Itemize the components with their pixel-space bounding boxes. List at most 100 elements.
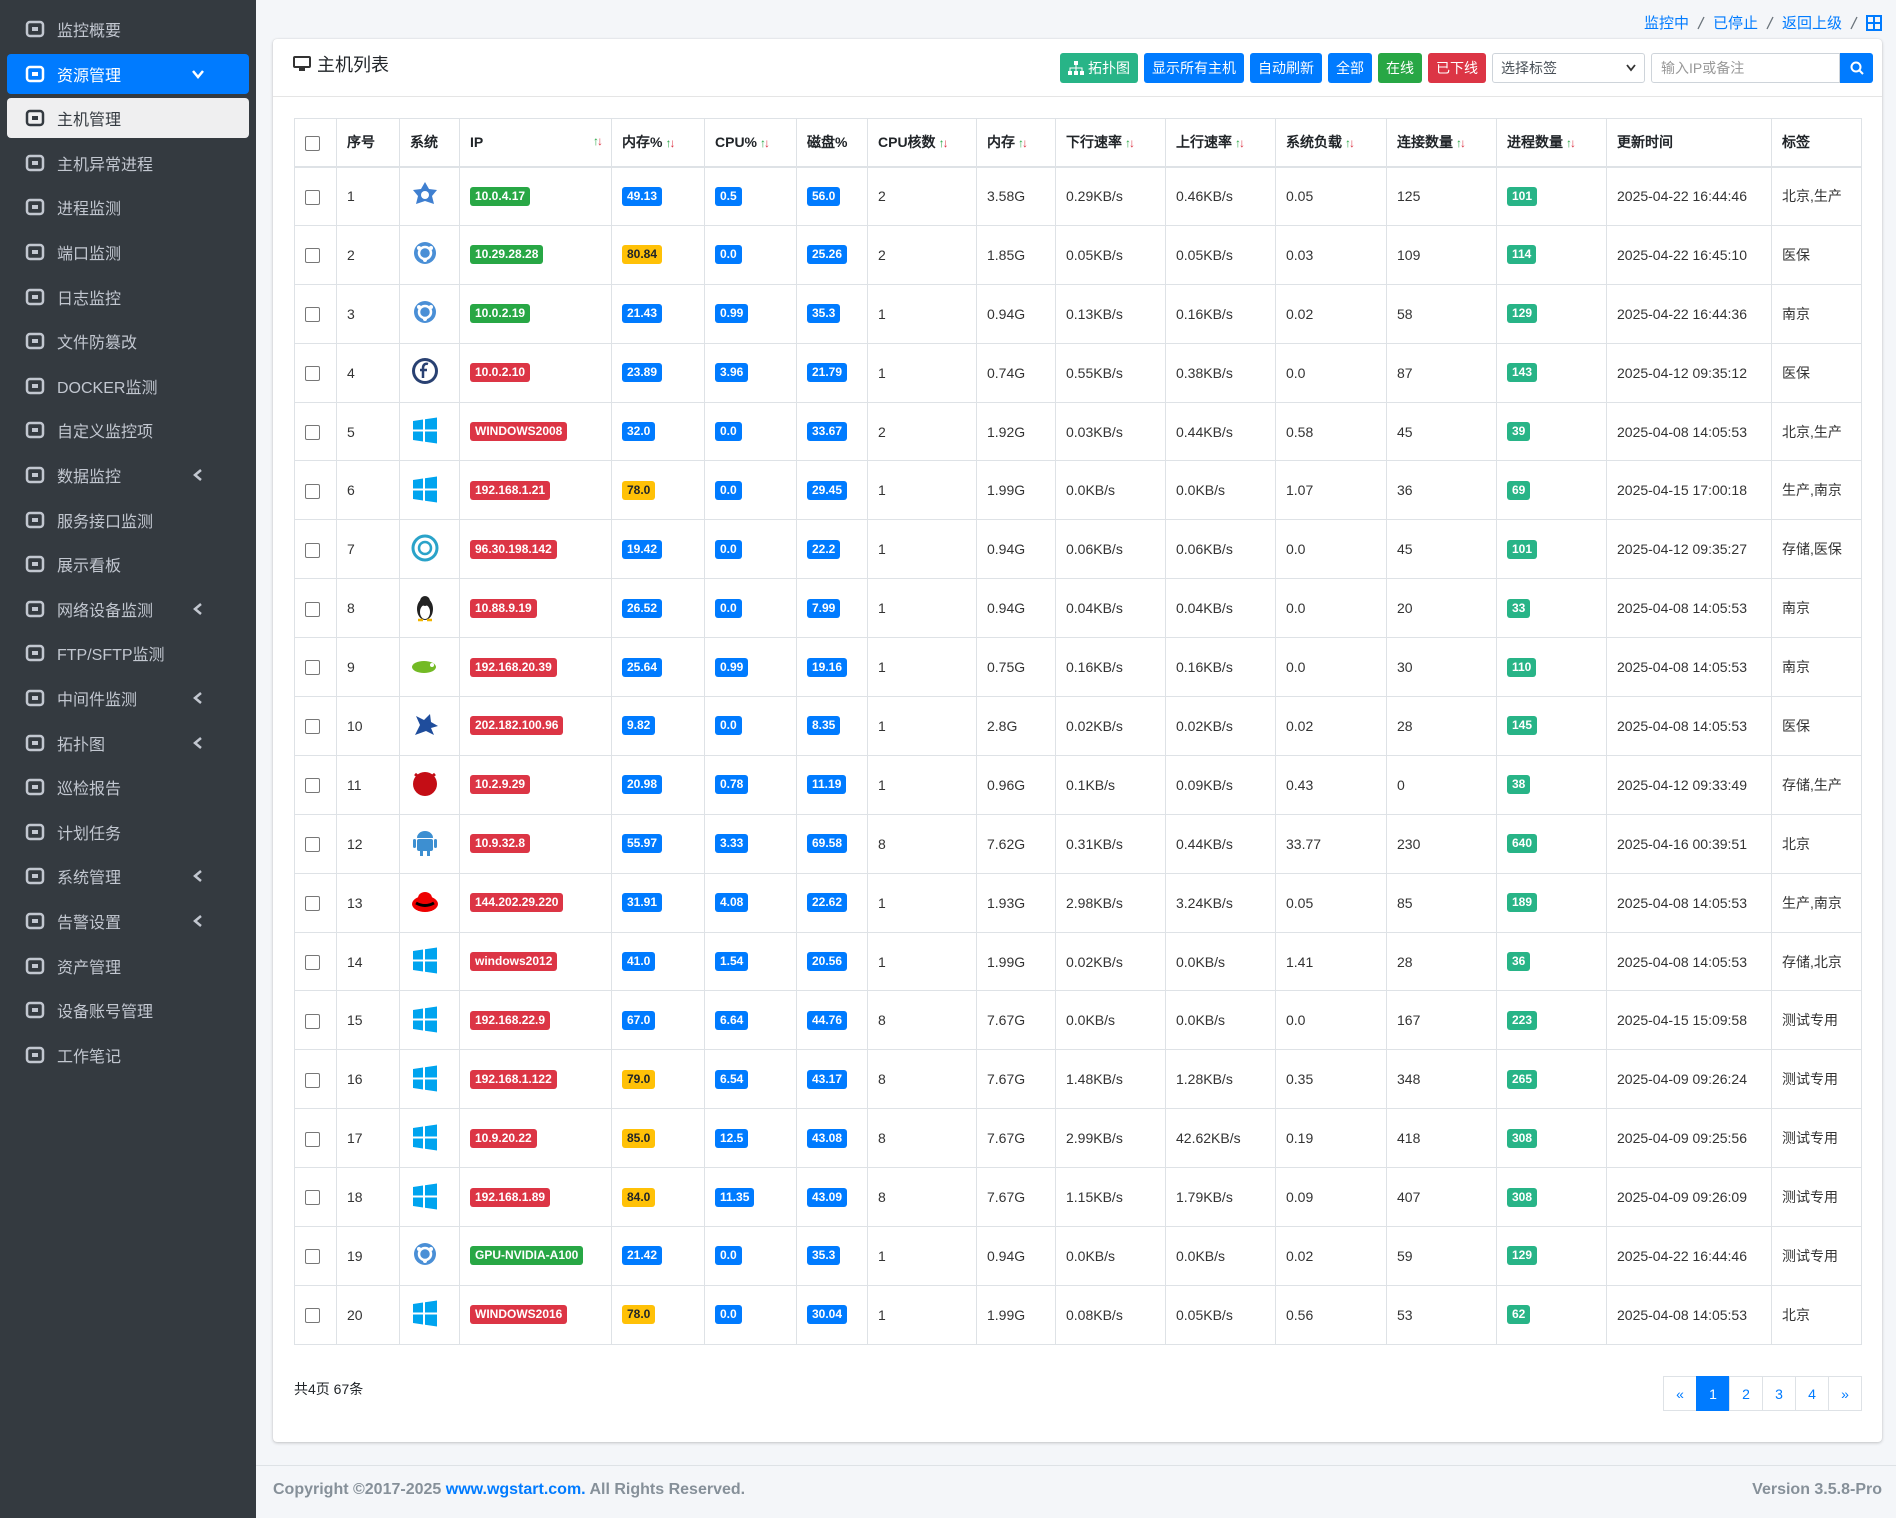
nav-item[interactable]: 数据监控 — [7, 455, 249, 495]
cell: 医保 — [1771, 342, 1862, 403]
cell: 0.0 — [1275, 519, 1387, 580]
nav-item[interactable]: DOCKER监测 — [7, 366, 249, 406]
cell: 0.35 — [1275, 1049, 1387, 1110]
nav-item[interactable]: 设备账号管理 — [7, 990, 249, 1030]
cell: 1.15KB/s — [1055, 1167, 1166, 1228]
nav-item[interactable]: 展示看板 — [7, 544, 249, 584]
page-button[interactable]: 1 — [1696, 1376, 1730, 1411]
checkbox[interactable] — [305, 189, 320, 205]
nav-item[interactable]: 工作笔记 — [7, 1035, 249, 1075]
tag-select[interactable]: 选择标签 — [1492, 53, 1645, 83]
page-button[interactable]: » — [1828, 1376, 1862, 1411]
nav-item[interactable]: 文件防篡改 — [7, 321, 249, 361]
checkbox[interactable] — [305, 1249, 320, 1265]
toolbar-button[interactable]: 全部 — [1328, 53, 1372, 83]
nav-item[interactable]: 中间件监测 — [7, 678, 249, 718]
sort-arrows[interactable]: ↑↓ — [593, 134, 603, 148]
nav-item[interactable]: FTP/SFTP监测 — [7, 633, 249, 673]
sort-arrows[interactable]: ↑↓ — [1125, 136, 1135, 150]
checkbox[interactable] — [305, 954, 320, 970]
sort-arrows[interactable]: ↑↓ — [1566, 136, 1576, 150]
breadcrumb-link[interactable]: 已停止 — [1712, 15, 1758, 32]
checkbox[interactable] — [305, 1072, 320, 1088]
nav-item[interactable]: 巡检报告 — [7, 767, 249, 807]
search-button[interactable] — [1840, 53, 1873, 83]
checkbox[interactable] — [305, 1308, 320, 1324]
cell: 1.99G — [976, 931, 1056, 992]
checkbox[interactable] — [305, 778, 320, 794]
toolbar-button[interactable]: 自动刷新 — [1250, 53, 1322, 83]
sort-arrows[interactable]: ↑↓ — [1018, 136, 1028, 150]
nav-item[interactable]: 资产管理 — [7, 946, 249, 986]
toolbar-button[interactable]: 已下线 — [1428, 53, 1486, 83]
breadcrumb-link[interactable]: 监控中 — [1643, 15, 1689, 32]
checkbox[interactable] — [305, 424, 320, 440]
checkbox[interactable] — [305, 719, 320, 735]
page-button[interactable]: 4 — [1795, 1376, 1829, 1411]
sort-arrows[interactable]: ↑↓ — [665, 136, 675, 150]
nav-item[interactable]: 系统管理 — [7, 856, 249, 896]
page-button[interactable]: 3 — [1762, 1376, 1796, 1411]
nav-item[interactable]: 端口监测 — [7, 232, 249, 272]
cell-text: 0.58 — [1286, 423, 1314, 440]
checkbox[interactable] — [305, 248, 320, 264]
badge: 20.56 — [807, 952, 848, 972]
cell: 0.94G — [976, 283, 1056, 344]
cell-text: 存储,生产 — [1782, 776, 1842, 793]
cell: 53 — [1386, 1284, 1497, 1345]
checkbox[interactable] — [305, 135, 320, 151]
checkbox[interactable] — [305, 307, 320, 323]
sort-arrows[interactable]: ↑↓ — [1235, 136, 1245, 150]
nav-item[interactable]: 日志监控 — [7, 277, 249, 317]
sort-arrows[interactable]: ↑↓ — [1456, 136, 1466, 150]
nav-icon — [25, 422, 45, 439]
checkbox[interactable] — [305, 837, 320, 853]
badge: 11.19 — [807, 775, 847, 795]
toolbar-button[interactable]: 在线 — [1378, 53, 1422, 83]
cell: 6.54 — [704, 1049, 797, 1110]
sort-arrows[interactable]: ↑↓ — [1345, 136, 1355, 150]
nav-item[interactable]: 主机管理 — [7, 98, 249, 139]
nav-item[interactable]: 进程监测 — [7, 187, 249, 227]
cell: 1.85G — [976, 224, 1056, 285]
breadcrumb-link[interactable]: 返回上级 — [1781, 15, 1842, 32]
nav-item[interactable]: 自定义监控项 — [7, 410, 249, 450]
header-label: 内存 — [987, 134, 1015, 151]
nav-item[interactable]: 拓扑图 — [7, 723, 249, 763]
sort-arrows[interactable]: ↑↓ — [939, 136, 949, 150]
search-input[interactable]: 输入IP或备注 — [1651, 53, 1840, 83]
cell-text: 0.1KB/s — [1066, 776, 1116, 793]
checkbox[interactable] — [305, 483, 320, 499]
nav-item[interactable]: 服务接口监测 — [7, 500, 249, 540]
nav-item[interactable]: 计划任务 — [7, 812, 249, 852]
cell-text: 0.0KB/s — [1176, 953, 1226, 970]
toolbar-button[interactable]: 拓扑图 — [1060, 53, 1138, 83]
nav-item[interactable]: 主机异常进程 — [7, 143, 249, 183]
toolbar-button[interactable]: 显示所有主机 — [1144, 53, 1244, 83]
sort-arrows[interactable]: ↑↓ — [760, 136, 770, 151]
nav-icon — [25, 778, 45, 796]
checkbox[interactable] — [305, 366, 320, 382]
badge: 85.0 — [622, 1128, 656, 1148]
badge: 308 — [1507, 1187, 1538, 1207]
page-button[interactable]: 2 — [1729, 1376, 1763, 1411]
checkbox[interactable] — [305, 1190, 320, 1206]
checkbox[interactable] — [305, 1131, 320, 1147]
nav-item[interactable]: 网络设备监测 — [7, 589, 249, 629]
checkbox[interactable] — [305, 1013, 320, 1029]
checkbox[interactable] — [305, 601, 320, 617]
nav-icon — [25, 288, 45, 305]
nav-item[interactable]: 告警设置 — [7, 901, 249, 941]
cell: GPU-NVIDIA-A100 — [459, 1226, 612, 1286]
site-link[interactable]: www.wgstart.com. — [445, 1481, 586, 1498]
nav-item[interactable]: 资源管理 — [7, 53, 249, 94]
page-button[interactable]: « — [1663, 1376, 1697, 1411]
sort-arrow: ↓ — [764, 136, 770, 151]
checkbox[interactable] — [305, 542, 320, 558]
checkbox[interactable] — [305, 660, 320, 676]
cell-text: 348 — [1397, 1071, 1421, 1088]
nav-item[interactable]: 监控概要 — [7, 9, 249, 49]
cell: 30.04 — [796, 1284, 868, 1345]
checkbox[interactable] — [305, 896, 320, 912]
cell: 28 — [1386, 931, 1497, 992]
